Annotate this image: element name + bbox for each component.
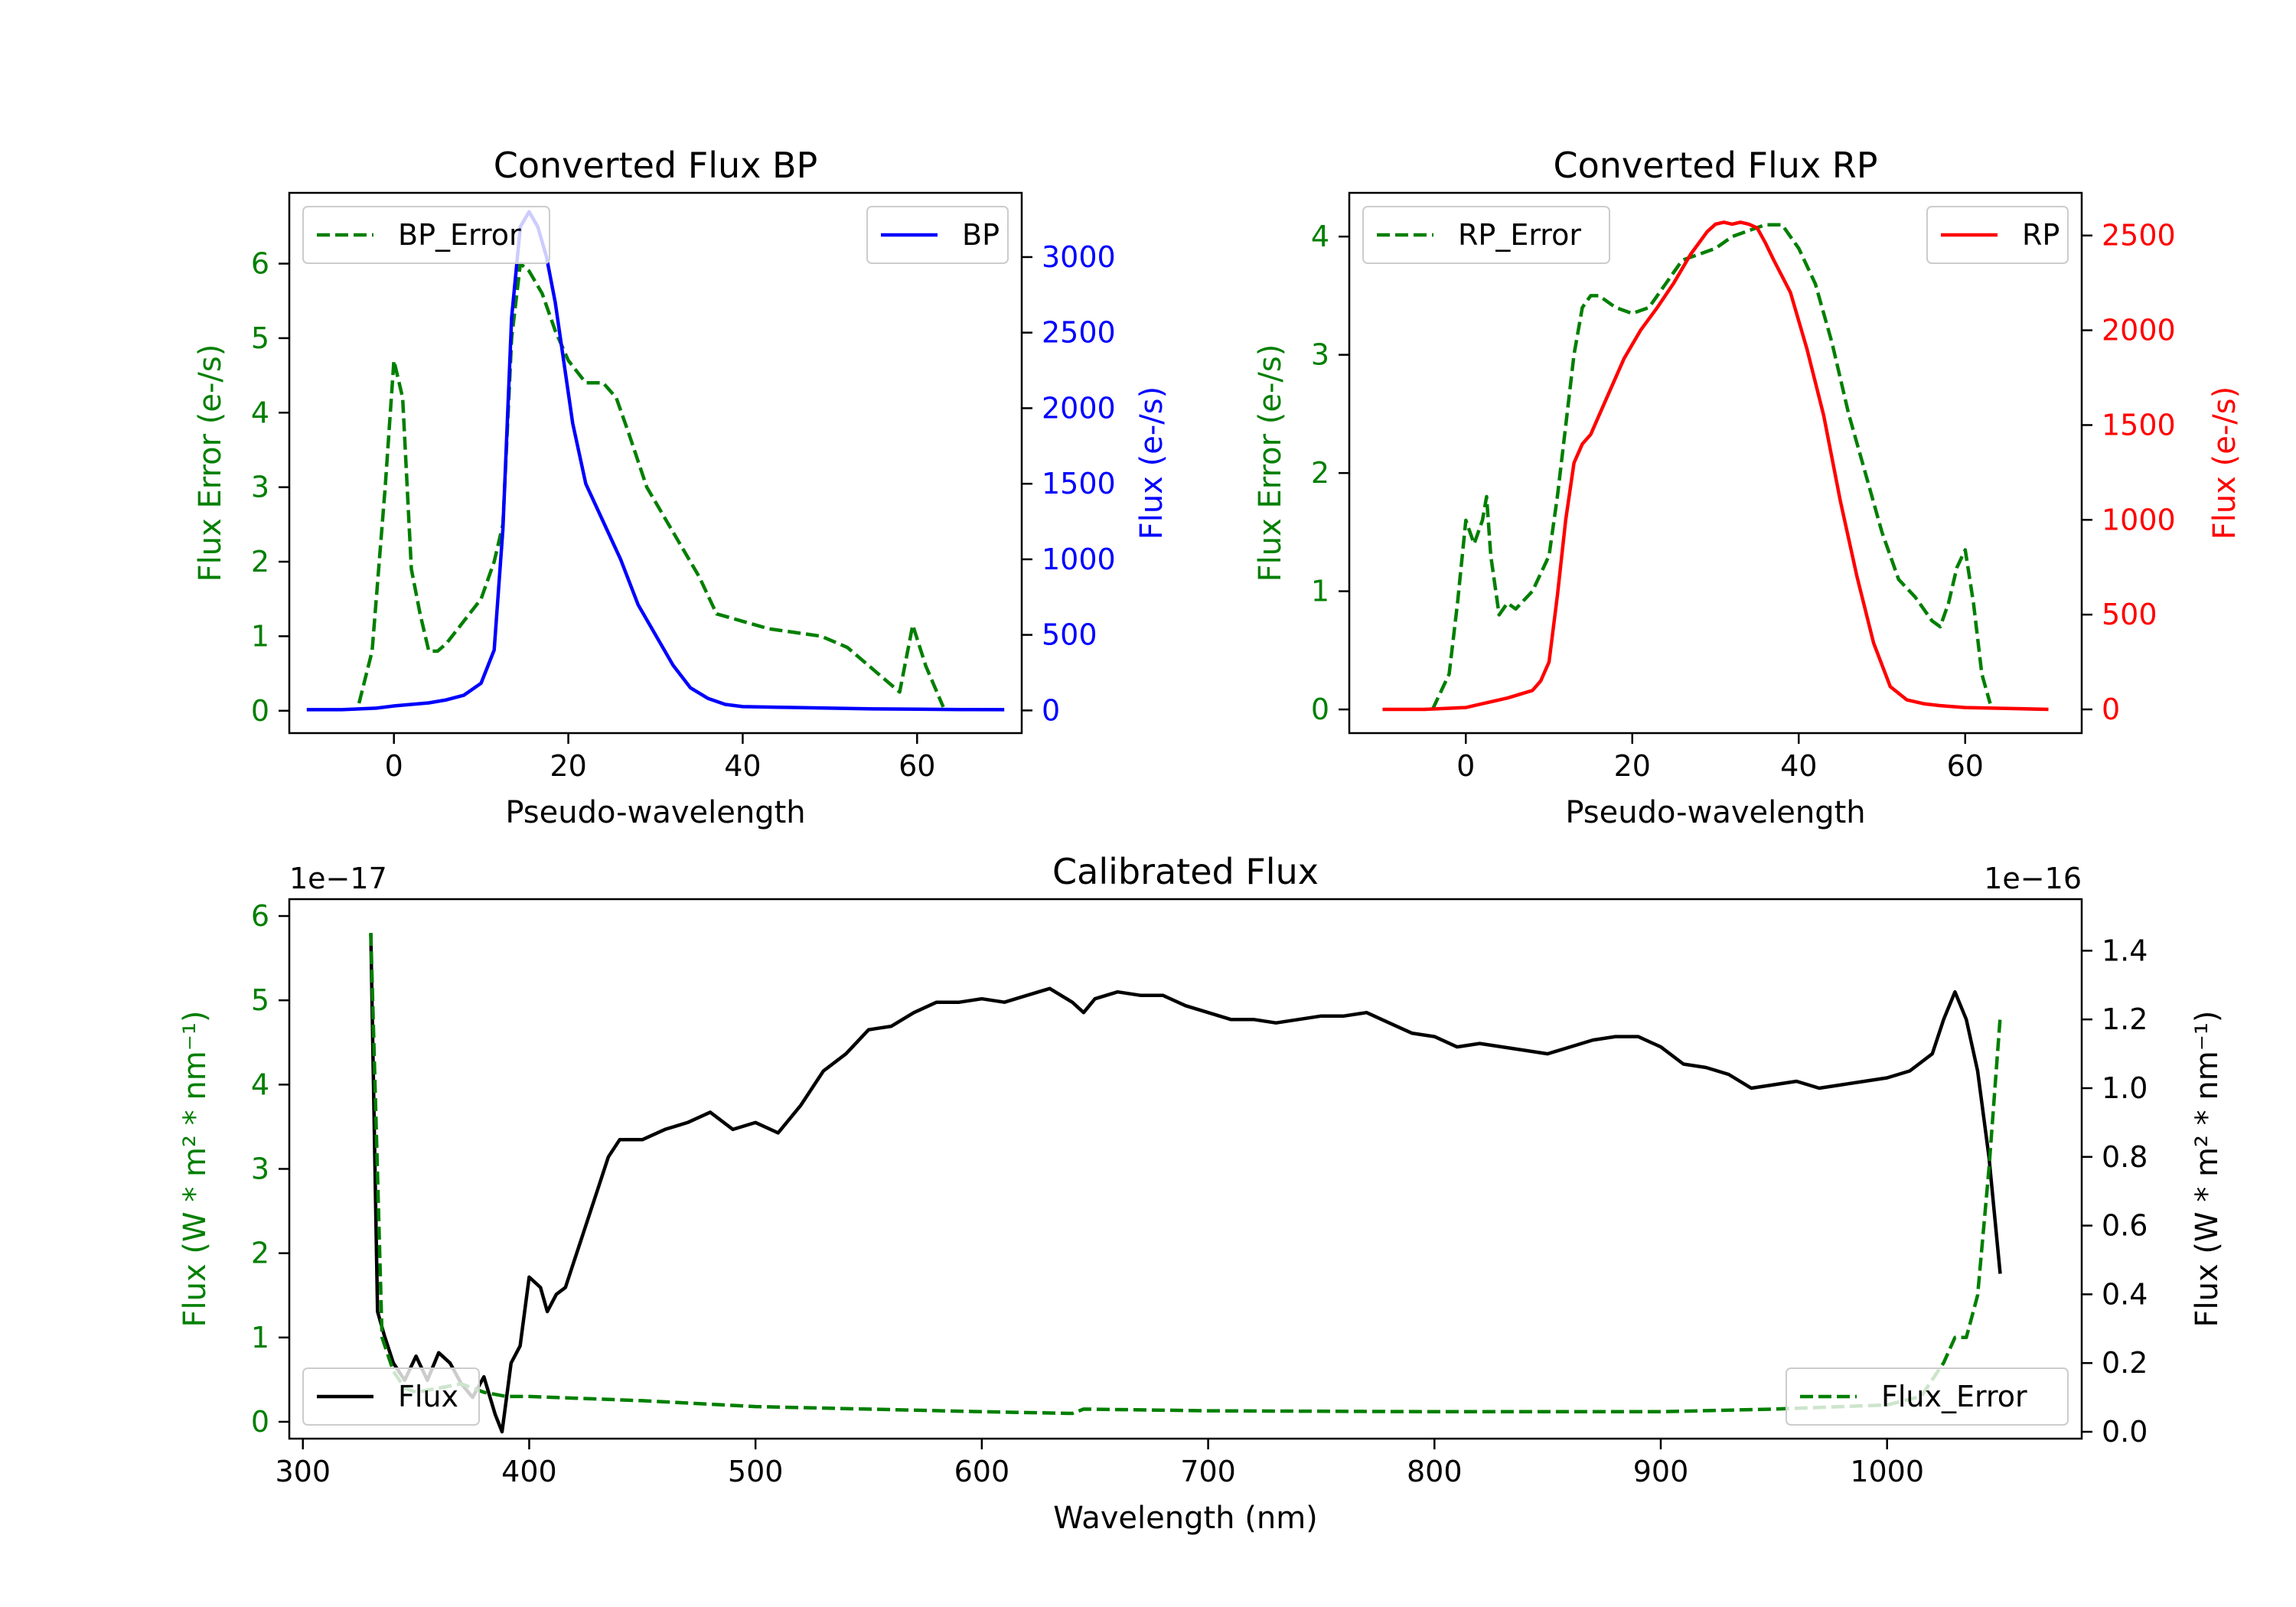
right-y-tick-label: 0.0 [2102, 1415, 2148, 1449]
left-offset-label: 1e−17 [289, 862, 387, 895]
chart-title: Converted Flux BP [494, 145, 818, 186]
x-tick-label: 60 [899, 749, 935, 783]
left-y-tick-label: 5 [251, 983, 269, 1017]
x-tick-label: 300 [275, 1455, 331, 1488]
left-y-tick-label: 6 [251, 899, 269, 933]
left-y-tick-label: 3 [1311, 338, 1329, 372]
right-y-tick-label: 1000 [2102, 503, 2176, 536]
x-tick-label: 700 [1180, 1455, 1236, 1488]
left-y-tick-label: 6 [251, 247, 269, 281]
right-y-tick-label: 1000 [1042, 543, 1116, 576]
right-y-tick-label: 0 [1042, 693, 1060, 727]
right-y-axis-label: Flux (e-/s) [2207, 386, 2242, 539]
left-y-tick-label: 2 [251, 1237, 269, 1270]
right-y-tick-label: 2500 [1042, 316, 1116, 350]
legend-label: Flux_Error [1881, 1380, 2027, 1413]
right-y-tick-label: 500 [2102, 598, 2157, 631]
chart-rp: 0 20 40 600123405001000150020002500Converte… [1253, 145, 2242, 830]
series-bp-error-line [357, 262, 945, 708]
legend-box [302, 1367, 480, 1426]
right-y-axis-label: Flux (e-/s) [1134, 386, 1169, 539]
right-y-tick-label: 0.8 [2102, 1140, 2148, 1174]
series-flux-line [369, 933, 2002, 1434]
series-bp-line [306, 210, 1005, 712]
left-y-tick-label: 2 [1311, 456, 1329, 490]
plot-frame [288, 191, 1023, 735]
right-y-tick-label: 0 [2102, 693, 2120, 726]
legend-label: RP [2022, 218, 2060, 252]
left-y-axis-label: Flux Error (e-/s) [1253, 344, 1288, 582]
legend-box [302, 206, 550, 264]
x-tick-label: 400 [501, 1455, 557, 1488]
legend-flux-error: Flux_Error [1786, 1367, 2069, 1426]
x-tick-label: 900 [1633, 1455, 1689, 1488]
legend-rp-error: RP_Error [1362, 206, 1610, 264]
left-y-tick-label: 0 [1311, 693, 1329, 726]
left-y-axis-label: Flux (W * m² * nm⁻¹) [178, 1011, 213, 1328]
right-y-tick-label: 500 [1042, 618, 1097, 652]
x-axis-label: Pseudo-wavelength [1565, 795, 1865, 830]
x-tick-label: 40 [1780, 749, 1817, 783]
right-y-tick-label: 2000 [1042, 391, 1116, 425]
x-tick-label: 1000 [1850, 1455, 1924, 1488]
x-tick-label: 0 [1456, 749, 1475, 783]
x-tick-label: 600 [954, 1455, 1010, 1488]
x-tick-label: 40 [724, 749, 761, 783]
chart-bp: 0 20 40 600123456050010001500200025003000Co… [193, 145, 1169, 830]
legend-bp-error: BP_Error [302, 206, 550, 264]
x-tick-label: 20 [1614, 749, 1651, 783]
left-y-axis-label: Flux Error (e-/s) [193, 344, 228, 582]
chart-title: Calibrated Flux [1052, 851, 1319, 892]
left-y-tick-label: 2 [251, 545, 269, 579]
left-y-tick-label: 4 [1311, 220, 1329, 253]
x-axis-label: Wavelength (nm) [1053, 1501, 1318, 1536]
legend-label: BP [962, 218, 1000, 252]
left-y-tick-label: 0 [251, 1405, 269, 1439]
x-tick-label: 60 [1947, 749, 1984, 783]
left-y-tick-label: 4 [251, 1068, 269, 1101]
x-tick-label: 20 [550, 749, 586, 783]
chart-title: Converted Flux RP [1554, 145, 1878, 186]
left-y-tick-label: 3 [251, 1152, 269, 1186]
legend-box [1362, 206, 1610, 264]
left-y-tick-label: 5 [251, 321, 269, 355]
right-y-tick-label: 0.6 [2102, 1209, 2148, 1243]
x-axis-label: Pseudo-wavelength [505, 795, 805, 830]
right-y-tick-label: 1.2 [2102, 1002, 2148, 1036]
legend-box [1786, 1367, 2069, 1426]
x-tick-label: 0 [385, 749, 403, 783]
left-y-tick-label: 3 [251, 471, 269, 504]
x-tick-label: 800 [1407, 1455, 1463, 1488]
left-y-tick-label: 1 [1311, 575, 1329, 608]
left-y-tick-label: 0 [251, 694, 269, 728]
left-y-tick-label: 1 [251, 619, 269, 653]
legend-bp: BP [866, 206, 1009, 264]
right-y-tick-label: 3000 [1042, 240, 1116, 274]
plot-frame [1348, 191, 2083, 735]
right-y-tick-label: 2000 [2102, 314, 2176, 347]
chart-cal: 300 400 500 600 700 800 900 1000 0 1 2 3 4 5 6 0.0 0.2 0.… [178, 851, 2225, 1536]
right-y-tick-label: 1500 [1042, 467, 1116, 500]
right-y-tick-label: 1500 [2102, 408, 2176, 442]
right-y-tick-label: 0.4 [2102, 1277, 2148, 1311]
left-y-tick-label: 4 [251, 396, 269, 429]
left-y-tick-label: 1 [251, 1321, 269, 1354]
legend-label: BP_Error [398, 218, 521, 252]
legend-flux: Flux [302, 1367, 480, 1426]
right-y-tick-label: 0.2 [2102, 1346, 2148, 1380]
right-offset-label: 1e−16 [1984, 862, 2082, 895]
series-rp-line [1382, 220, 2049, 712]
x-tick-label: 500 [728, 1455, 784, 1488]
legend-label: RP_Error [1458, 218, 1581, 252]
right-y-tick-label: 1.4 [2102, 934, 2148, 967]
series-rp-error-line [1430, 223, 1992, 711]
right-y-tick-label: 1.0 [2102, 1071, 2148, 1105]
right-y-axis-label: Flux (W * m² * nm⁻¹) [2190, 1011, 2225, 1328]
legend-label: Flux [398, 1380, 458, 1413]
legend-rp: RP [1926, 206, 2069, 264]
right-y-tick-label: 2500 [2102, 219, 2176, 253]
